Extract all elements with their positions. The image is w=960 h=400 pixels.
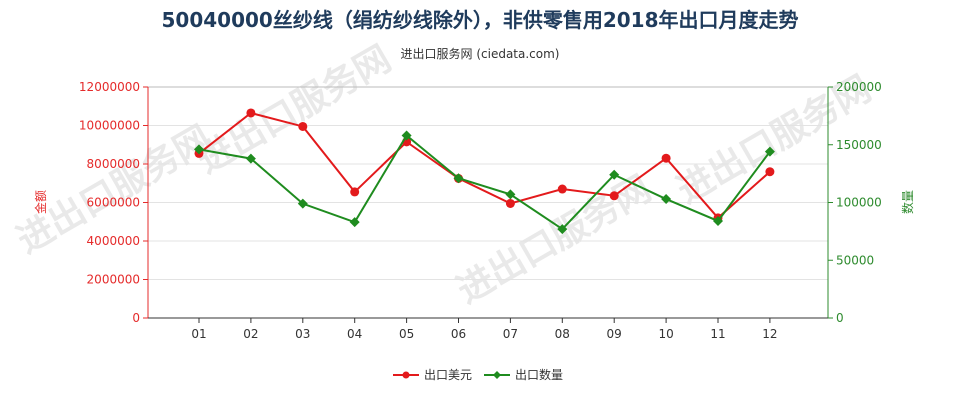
series-2-point	[609, 169, 620, 180]
chart-subtitle: 进出口服务网 (ciedata.com)	[401, 46, 560, 61]
chart-title: 50040000丝纱线（绢纺纱线除外），非供零售用2018年出口月度走势	[162, 8, 799, 32]
left-y-axis: 0 2000000 4000000 6000000 8000000 10000000 120…	[79, 80, 149, 325]
left-tick-label: 10000000	[79, 119, 140, 133]
x-tick-label: 02	[243, 327, 258, 341]
x-tick-label: 07	[503, 327, 518, 341]
left-tick-label: 0	[132, 311, 140, 325]
series-2-point	[349, 217, 360, 228]
right-tick-label: 150000	[836, 138, 882, 152]
series-line-1	[198, 111, 771, 220]
series-2-point	[297, 198, 308, 209]
legend-marker	[493, 371, 501, 379]
left-tick-label: 8000000	[87, 157, 140, 171]
x-tick-label: 05	[399, 327, 414, 341]
series-1-point	[505, 198, 515, 208]
left-tick-label: 6000000	[87, 196, 140, 210]
x-tick-label: 10	[658, 327, 673, 341]
left-axis-title: 金额	[33, 190, 48, 214]
right-tick-label: 0	[836, 311, 844, 325]
legend-label: 出口数量	[515, 367, 563, 382]
series-1-point	[609, 191, 619, 201]
x-tick-label: 01	[191, 327, 206, 341]
legend-label: 出口美元	[424, 368, 472, 382]
right-axis-title: 数量	[900, 190, 915, 214]
series-2-point	[505, 189, 516, 200]
series-line-2	[198, 133, 771, 231]
series-layer	[194, 108, 775, 235]
x-tick-label: 04	[347, 327, 362, 341]
series-2-point	[401, 130, 412, 141]
series-1-point	[557, 184, 567, 194]
series-1-point	[350, 187, 360, 197]
series-2-point	[245, 153, 256, 164]
right-tick-label: 200000	[836, 80, 882, 94]
x-tick-label: 03	[295, 327, 310, 341]
x-tick-label: 09	[607, 327, 622, 341]
legend-marker	[402, 371, 410, 379]
series-2-point	[764, 146, 775, 157]
series-1-point	[298, 121, 308, 131]
x-tick-label: 08	[555, 327, 570, 341]
left-tick-label: 12000000	[79, 80, 140, 94]
x-tick-label: 12	[762, 327, 777, 341]
left-tick-label: 2000000	[87, 273, 140, 287]
right-tick-label: 50000	[836, 253, 874, 267]
series-1-point	[246, 108, 256, 118]
series-2-point	[453, 173, 464, 184]
legend: 出口美元 出口数量	[393, 367, 563, 382]
series-2-point	[713, 215, 723, 226]
watermark-text: 进出口服务网	[190, 38, 398, 182]
x-tick-label: 06	[451, 327, 466, 341]
x-tick-label: 11	[710, 327, 725, 341]
right-tick-label: 100000	[836, 196, 882, 210]
series-1-point	[765, 167, 775, 177]
left-tick-label: 4000000	[87, 234, 140, 248]
series-2-point	[661, 194, 672, 205]
x-axis: 01 02 03 04 05 06 07 08 09 10 11 12	[148, 317, 828, 341]
series-1-point	[661, 153, 671, 163]
series-2-point	[194, 144, 204, 155]
right-y-axis: 0 50000 100000 150000 200000	[827, 80, 882, 325]
series-2-point	[557, 224, 568, 235]
